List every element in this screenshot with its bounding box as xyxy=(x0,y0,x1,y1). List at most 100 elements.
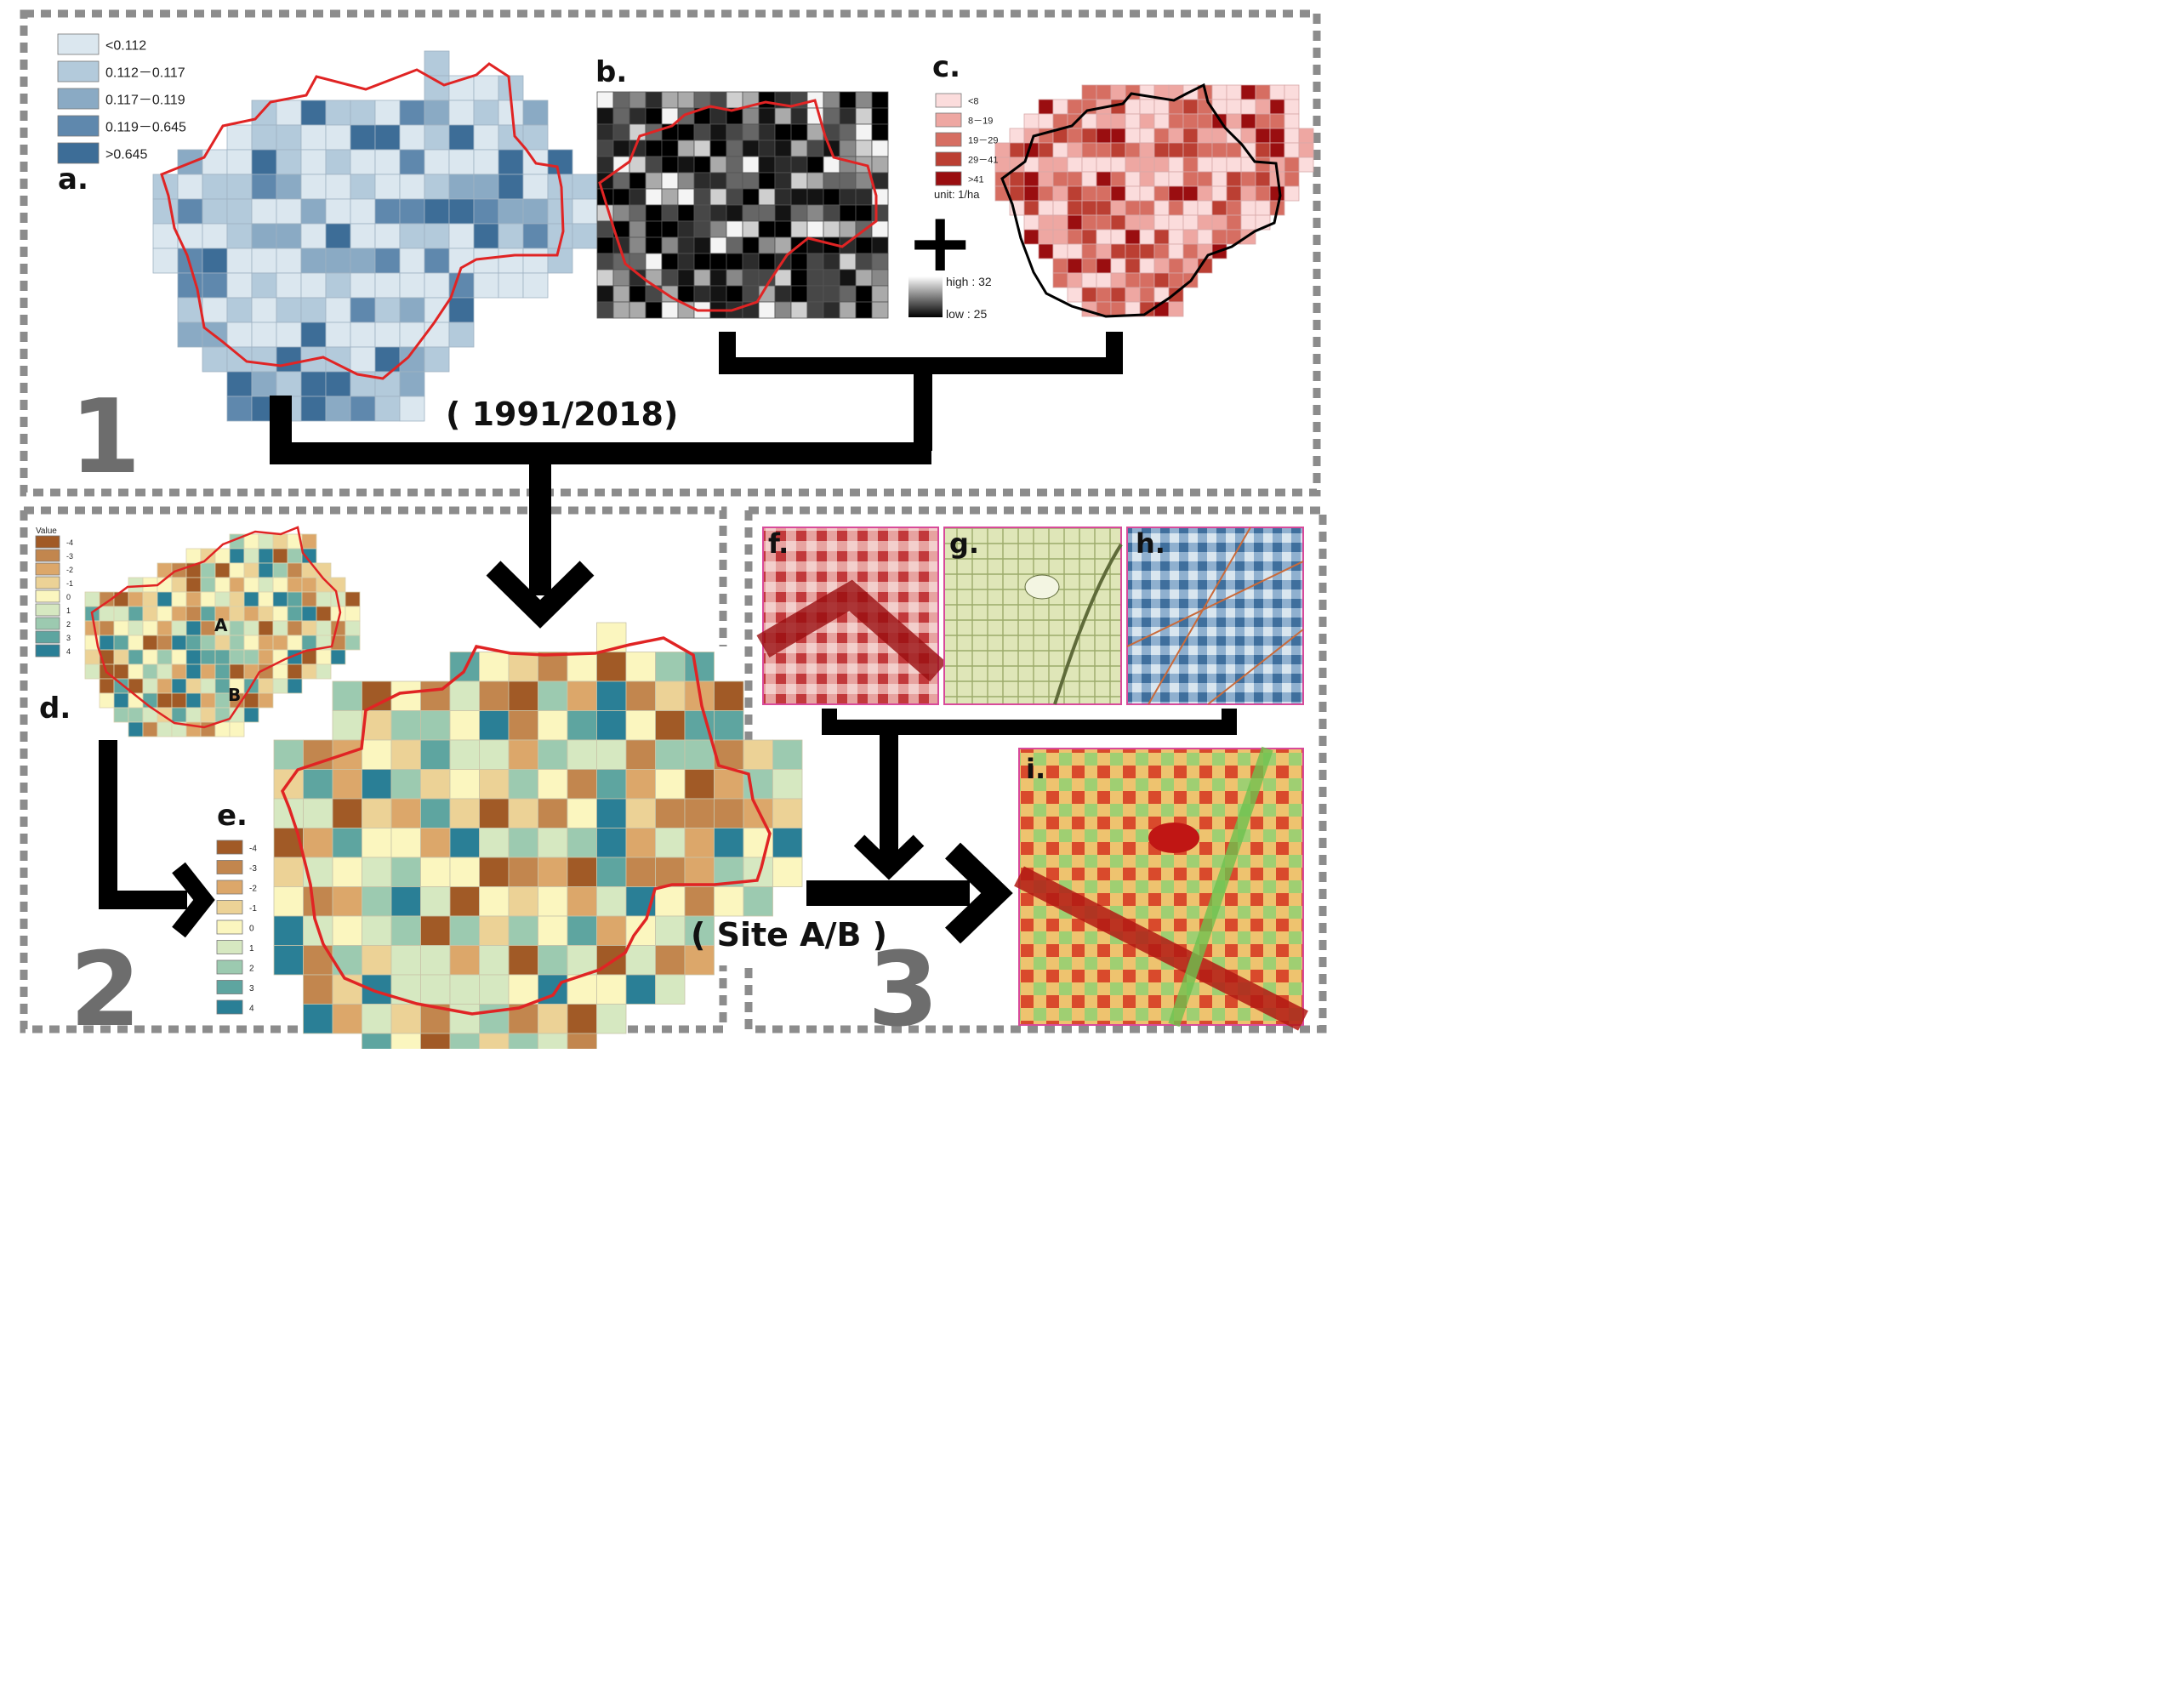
panel-a-cell xyxy=(399,297,425,323)
panel-b-cell xyxy=(758,204,776,222)
panel-a-cell xyxy=(424,322,450,348)
panel-e-cell xyxy=(508,710,538,741)
panel-e-cell xyxy=(567,710,597,741)
panel-d-legend-swatch xyxy=(35,576,60,589)
panel-e-cell xyxy=(362,798,392,828)
panel-b-cell xyxy=(855,285,873,303)
panel-c-cell xyxy=(1284,113,1300,129)
panel-c-cell xyxy=(1067,185,1083,202)
panel-d-cell xyxy=(171,606,187,622)
panel-c-cell xyxy=(1226,142,1242,158)
panel-d-cell xyxy=(99,606,115,622)
panel-c-cell xyxy=(1255,200,1271,216)
panel-e-cell xyxy=(655,798,686,828)
panel-a-cell xyxy=(399,248,425,274)
panel-c-cell xyxy=(1197,185,1213,202)
panel-a-legend-swatch xyxy=(57,115,100,137)
panel-a-cell xyxy=(522,223,549,249)
panel-d-cell xyxy=(214,562,231,578)
panel-c-cell xyxy=(1284,128,1300,144)
panel-e-cell xyxy=(684,652,715,682)
panel-b-cell xyxy=(774,188,792,206)
panel-c-cell xyxy=(1226,84,1242,100)
panel-d-cell xyxy=(316,591,332,607)
panel-b-cell xyxy=(661,204,679,222)
panel-d-cell xyxy=(200,606,216,622)
panel-d-cell xyxy=(258,591,274,607)
panel-c-cell xyxy=(1240,128,1256,144)
panel-d-cell xyxy=(258,577,274,593)
panel-b-cell xyxy=(709,188,727,206)
panel-b-cell xyxy=(806,269,824,287)
panel-c-cell xyxy=(1153,113,1170,129)
panel-d-cell xyxy=(142,678,158,694)
panel-a-cell xyxy=(325,174,351,200)
panel-c-cell xyxy=(1081,157,1097,173)
panel-b-cell xyxy=(823,188,840,206)
panel-a-cell xyxy=(226,149,253,175)
panel-d-cell xyxy=(229,663,245,680)
panel-c-cell xyxy=(1081,171,1097,187)
panel-c-cell xyxy=(1211,84,1227,100)
panel-c-cell xyxy=(1269,113,1285,129)
panel-e-cell xyxy=(449,1033,480,1049)
panel-e-cell xyxy=(684,828,715,858)
panel-e-cell xyxy=(743,739,773,770)
panel-b-cell xyxy=(612,107,630,125)
panel-b-cell xyxy=(661,91,679,109)
panel-a-cell xyxy=(226,223,253,249)
panel-e-cell xyxy=(420,945,451,976)
panel-b-cell xyxy=(823,172,840,190)
panel-a-cell xyxy=(374,100,401,126)
panel-e-cell xyxy=(508,652,538,682)
panel-b-cell xyxy=(855,204,873,222)
panel-e-cell xyxy=(508,1033,538,1049)
panel-d-cell xyxy=(142,663,158,680)
panel-d-cell xyxy=(185,663,202,680)
panel-b-cell xyxy=(661,188,679,206)
panel-c-cell xyxy=(1182,171,1199,187)
panel-c-cell xyxy=(1081,113,1097,129)
panel-d-cell xyxy=(272,620,288,636)
panel-a-cell xyxy=(177,198,203,225)
panel-a-cell xyxy=(300,396,327,422)
d-to-e-arrow xyxy=(99,740,215,938)
panel-e-legend-label: -1 xyxy=(249,904,257,914)
panel-a-cell xyxy=(325,100,351,126)
panel-b-ramp-high: high : 32 xyxy=(946,275,992,288)
panel-e-cell xyxy=(362,945,392,976)
panel-b-cell xyxy=(629,107,646,125)
panel-d-cell xyxy=(200,678,216,694)
panel-a-cell xyxy=(300,124,327,151)
panel-c-cell xyxy=(1298,157,1314,173)
panel-a-cell xyxy=(350,100,376,126)
panel-e-cell xyxy=(362,915,392,946)
panel-e-legend-label: -2 xyxy=(249,884,257,893)
panel-c-cell xyxy=(1284,142,1300,158)
panel-d-cell xyxy=(99,620,115,636)
panel-c-cell xyxy=(1023,200,1039,216)
panel-d-cell xyxy=(258,649,274,665)
panel-c-cell xyxy=(1182,185,1199,202)
panel-e-cell xyxy=(362,1004,392,1034)
panel-e-cell xyxy=(332,857,362,887)
panel-b-cell xyxy=(758,156,776,174)
panel-b-cell xyxy=(855,269,873,287)
workflow-diagram: 1 2 3 <0.112 0.112－0.117 0.117－0.119 0.119－… xyxy=(20,9,1327,1049)
panel-d-cell xyxy=(99,678,115,694)
panel-d-cell xyxy=(287,562,303,578)
panel-a-cell xyxy=(498,248,524,274)
panel-c-cell xyxy=(1110,200,1126,216)
panel-c-cell xyxy=(1110,113,1126,129)
panel-b-cell xyxy=(742,269,760,287)
panel-b-cell xyxy=(774,156,792,174)
panel-e-cell xyxy=(508,974,538,1005)
panel-d-cell xyxy=(171,591,187,607)
panel-e-cell xyxy=(479,798,510,828)
panel-d-cell xyxy=(316,620,332,636)
panel-c-cell xyxy=(1139,128,1155,144)
panel-e-cell xyxy=(390,915,421,946)
panel-d-cell xyxy=(243,591,259,607)
panel-d-cell xyxy=(113,635,129,651)
panel-c-cell xyxy=(1081,214,1097,231)
